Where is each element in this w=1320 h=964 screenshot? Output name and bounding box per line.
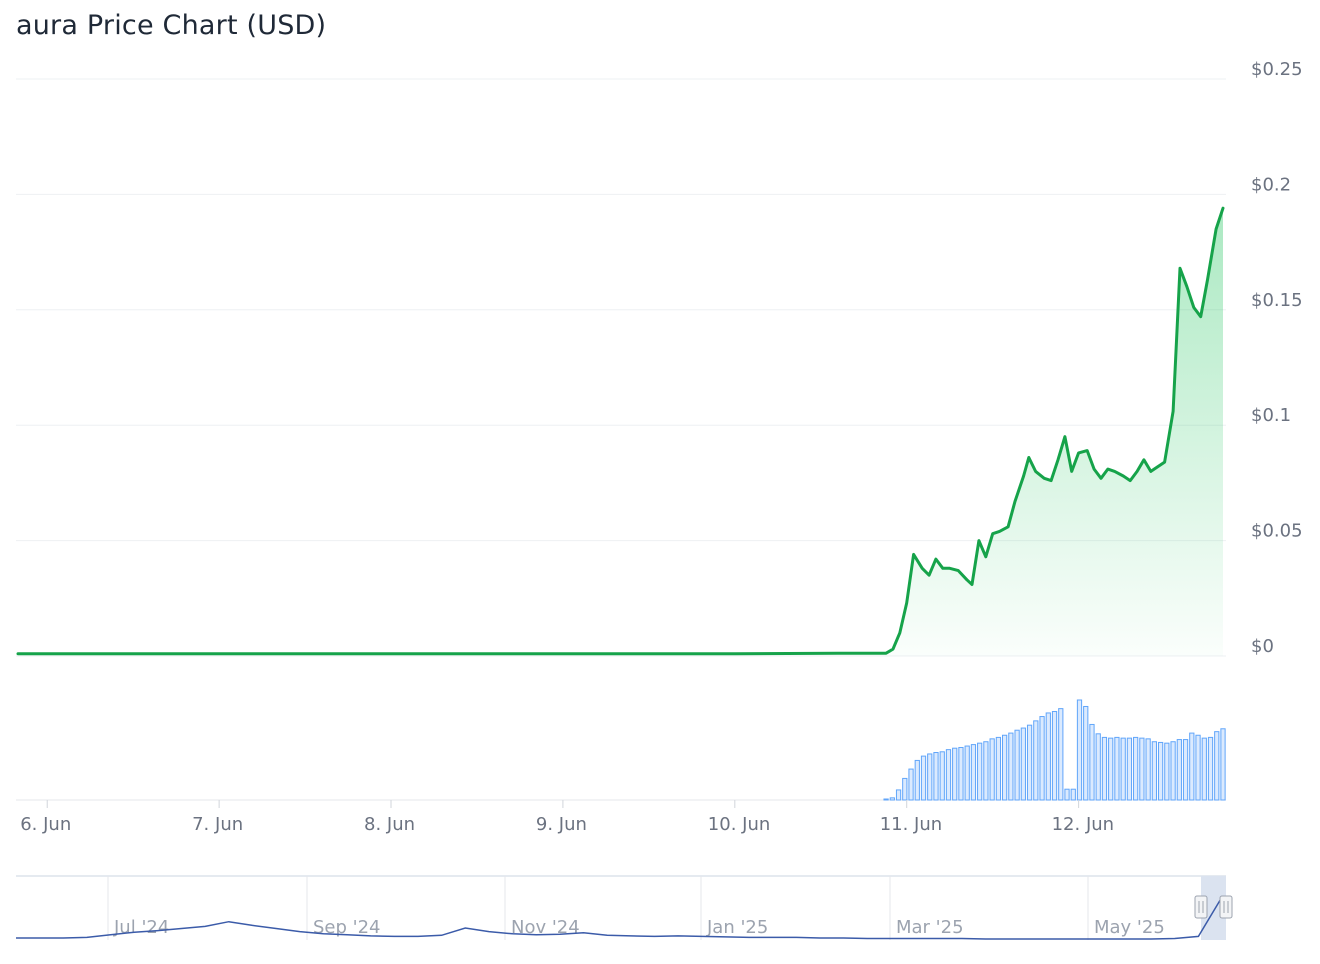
volume-bar xyxy=(945,749,952,801)
volume-bar xyxy=(1020,727,1026,801)
volume-bar xyxy=(1157,741,1164,801)
volume-bar xyxy=(989,738,995,801)
y-tick-label: $0.1 xyxy=(1251,405,1291,426)
y-tick-label: $0.15 xyxy=(1251,290,1303,311)
volume-bar xyxy=(1170,741,1176,801)
navigator-x-label: Sep '24 xyxy=(313,917,381,938)
volume-bar xyxy=(883,798,889,801)
volume-bar xyxy=(1195,734,1201,801)
price-chart: $0 $0.05 $0.1 $0.15 $0.2 $0.25 6. Jun 7. Jun 8.… xyxy=(16,59,1303,835)
volume-bar xyxy=(1164,742,1170,801)
volume-bar xyxy=(1014,729,1020,801)
volume-bar xyxy=(1070,788,1076,801)
volume-bar xyxy=(1095,733,1101,801)
volume-bar xyxy=(1220,728,1226,801)
volume-bar xyxy=(977,742,983,801)
volume-bar xyxy=(1139,737,1145,801)
volume-bar xyxy=(1002,734,1008,801)
chart-title: aura Price Chart (USD) xyxy=(16,10,327,41)
volume-bar xyxy=(995,736,1002,801)
volume-bar xyxy=(1214,731,1220,801)
volume-bar xyxy=(895,789,902,801)
navigator-x-label: Jan '25 xyxy=(706,917,768,938)
volume-bar xyxy=(1133,736,1139,801)
volume-bar xyxy=(1176,739,1182,801)
volume-bar xyxy=(964,745,970,801)
volume-bar xyxy=(1101,736,1108,801)
volume-bar xyxy=(914,759,920,801)
navigator-line xyxy=(16,896,1223,940)
volume-bar xyxy=(933,752,939,801)
volume-bar xyxy=(1189,732,1195,801)
volume-bar xyxy=(1033,720,1039,801)
navigator-x-label: Jul '24 xyxy=(113,917,169,938)
navigator-right-handle[interactable] xyxy=(1219,895,1233,919)
volume-bar xyxy=(1045,712,1051,801)
navigator-selection[interactable] xyxy=(1201,876,1226,940)
y-tick-label: $0.25 xyxy=(1251,59,1303,80)
volume-bar xyxy=(970,744,977,801)
volume-bar xyxy=(927,753,933,801)
volume-bar xyxy=(1064,788,1070,801)
volume-bar xyxy=(1114,736,1120,801)
volume-bar xyxy=(902,777,908,801)
volume-bar xyxy=(983,741,989,801)
volume-bar xyxy=(1207,736,1214,801)
y-tick-label: $0.2 xyxy=(1251,174,1291,195)
volume-bar xyxy=(1182,739,1189,801)
volume-bar xyxy=(1120,737,1126,801)
price-area xyxy=(18,208,1223,656)
volume-bar xyxy=(958,746,964,801)
volume-bar xyxy=(908,768,914,801)
volume-bar xyxy=(1051,711,1058,801)
x-tick-label: 12. Jun xyxy=(1052,814,1114,835)
x-tick-label: 8. Jun xyxy=(364,814,415,835)
volume-bar xyxy=(889,797,895,801)
navigator-x-label: Nov '24 xyxy=(511,917,580,938)
volume-bar xyxy=(1126,737,1133,801)
y-tick-label: $0.05 xyxy=(1251,521,1303,542)
x-tick-label: 6. Jun xyxy=(20,814,71,835)
volume-bar xyxy=(1058,708,1064,801)
y-tick-label: $0 xyxy=(1251,636,1274,657)
x-tick-label: 7. Jun xyxy=(192,814,243,835)
volume-bar xyxy=(1145,738,1151,801)
volume-bar xyxy=(1076,699,1083,801)
volume-bar xyxy=(1089,723,1095,801)
x-tick-label: 10. Jun xyxy=(708,814,770,835)
navigator-x-label: May '25 xyxy=(1094,917,1165,938)
volume-bar xyxy=(1201,737,1207,801)
x-tick-label: 11. Jun xyxy=(880,814,942,835)
volume-bar xyxy=(1083,705,1089,801)
volume-bar xyxy=(1026,724,1033,801)
navigator-x-label: Mar '25 xyxy=(896,917,964,938)
volume-bar xyxy=(1008,732,1014,801)
x-tick-label: 9. Jun xyxy=(536,814,587,835)
volume-bar xyxy=(1108,737,1114,801)
volume-bar xyxy=(1151,741,1157,801)
volume-bar xyxy=(952,747,958,801)
navigator-left-handle[interactable] xyxy=(1194,895,1208,919)
volume-bar xyxy=(939,751,945,801)
volume-bar xyxy=(1039,716,1045,801)
volume-bar xyxy=(920,755,927,801)
price-line xyxy=(16,206,1225,656)
